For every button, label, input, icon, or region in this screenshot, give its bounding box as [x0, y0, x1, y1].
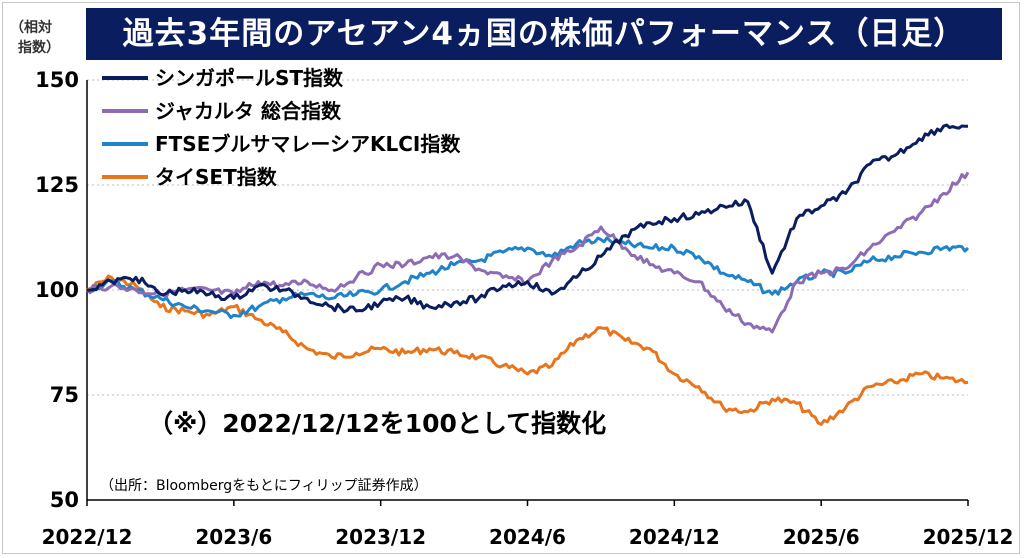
- y-axis-unit-line-1: （相対: [10, 20, 52, 36]
- x-tick-4: 2024/12: [629, 525, 720, 549]
- x-tick-5: 2025/6: [783, 525, 860, 549]
- series-line-2: [86, 236, 970, 320]
- x-tick-labels: 2022/12 2023/6 2023/12 2024/6 2024/12 2025/6 2…: [42, 525, 1014, 549]
- legend-label-2: FTSEブルサマレーシアKLCI指数: [155, 132, 461, 156]
- y-tick-labels: 50 75 100 125 150: [35, 68, 79, 512]
- source-note: （出所：Bloombergをもとにフィリップ証券作成）: [100, 478, 428, 494]
- y-axis-unit-label: （相対 指数）: [10, 18, 60, 58]
- grid-lines: [87, 79, 968, 396]
- x-tick-6: 2025/12: [923, 525, 1014, 549]
- y-tick-150: 150: [35, 68, 79, 92]
- legend-label-3: タイSET指数: [155, 165, 278, 189]
- x-tick-2: 2023/12: [335, 525, 426, 549]
- series-line-3: [86, 274, 969, 426]
- y-tick-125: 125: [35, 173, 79, 197]
- x-tick-0: 2022/12: [42, 525, 133, 549]
- y-tick-100: 100: [35, 278, 79, 302]
- legend-label-0: シンガポールST指数: [155, 66, 344, 90]
- x-tick-3: 2024/6: [489, 525, 566, 549]
- x-tick-1: 2023/6: [195, 525, 272, 549]
- series-lines: [86, 123, 970, 426]
- series-line-0: [86, 123, 969, 314]
- chart-title: 過去3年間のアセアン4ヵ国の株価パフォーマンス（日足）: [86, 8, 1002, 60]
- legend-label-1: ジャカルタ 総合指数: [155, 99, 342, 123]
- index-note: （※）2022/12/12を100として指数化: [148, 409, 606, 438]
- y-axis-unit-line-2: 指数）: [18, 40, 60, 56]
- y-tick-50: 50: [50, 488, 79, 512]
- series-line-1: [86, 171, 970, 334]
- y-tick-75: 75: [50, 383, 79, 407]
